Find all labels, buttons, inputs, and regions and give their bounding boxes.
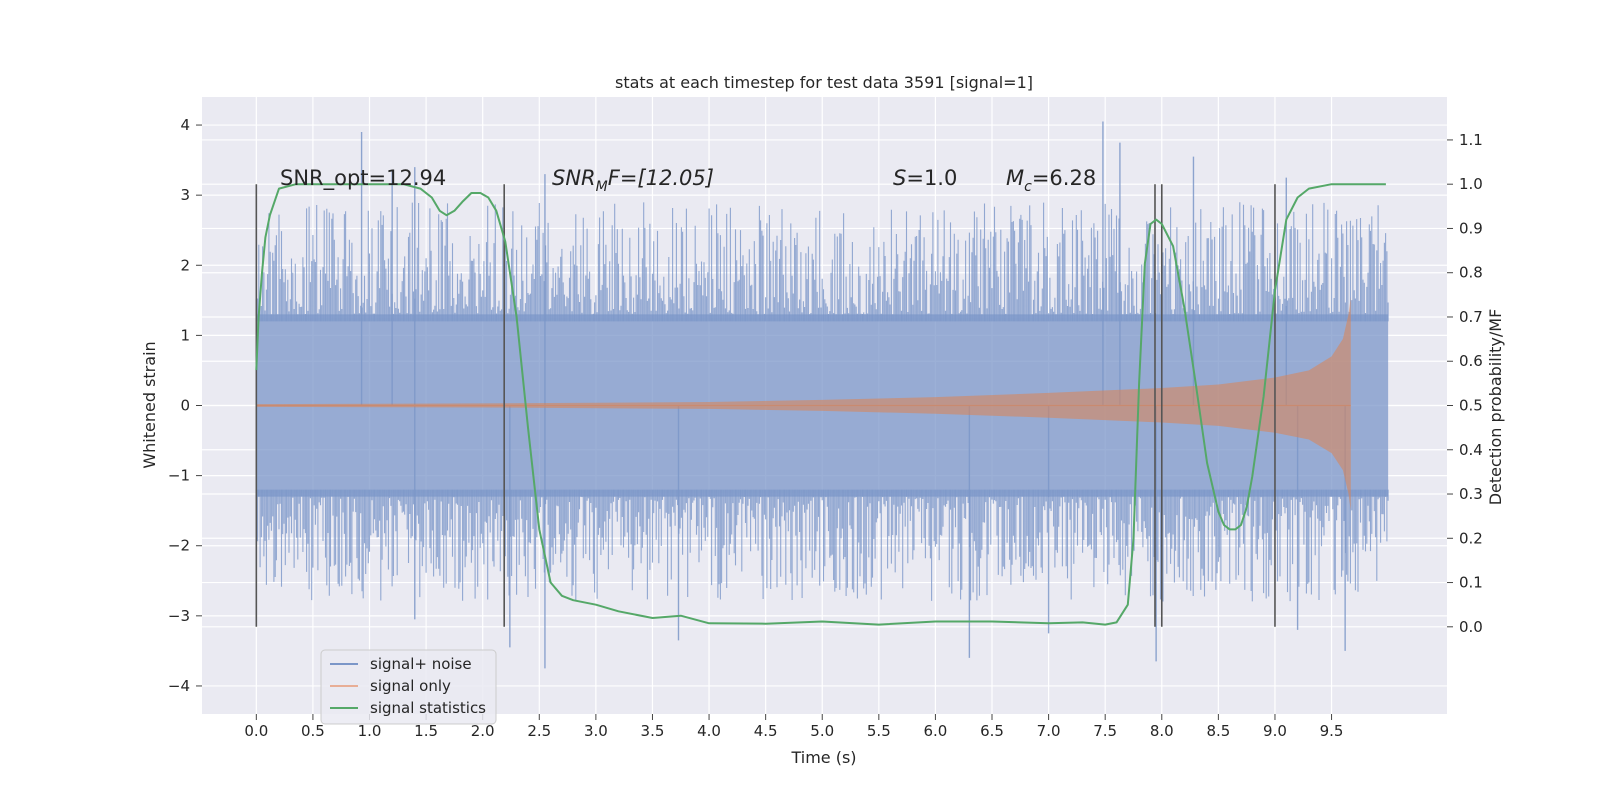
- x-axis-ticks: 0.0 0.5 1.0 1.5 2.0 2.5 3.0 3.5 4.0 4.5 5.0 5.5 6.0 6…: [244, 714, 1343, 740]
- y-right-tick-label: 0.7: [1459, 308, 1483, 326]
- y-left-tick-label: −3: [168, 607, 190, 625]
- annotation-snr-mf-rest: F=[12.05]: [608, 166, 714, 190]
- series-signal-only: [256, 296, 1351, 511]
- x-tick-label: 4.0: [697, 722, 721, 740]
- series-signal-statistics: [255, 183, 1386, 626]
- legend-label-signal-only: signal only: [370, 677, 451, 695]
- y-left-tick-label: 4: [180, 116, 190, 134]
- y-right-tick-label: 0.2: [1459, 529, 1483, 547]
- x-tick-label: 0.0: [244, 722, 268, 740]
- y-right-tick-label: 0.9: [1459, 219, 1483, 237]
- y-left-tick-label: 1: [180, 326, 190, 344]
- x-tick-label: 5.5: [867, 722, 891, 740]
- chart-title: stats at each timestep for test data 359…: [615, 73, 1033, 92]
- annotation-mc-val: =6.28: [1032, 166, 1096, 190]
- x-tick-label: 2.0: [471, 722, 495, 740]
- y-right-tick-label: 0.4: [1459, 441, 1483, 459]
- legend-box: [320, 649, 497, 725]
- annotation-snr-mf-sub: M: [596, 179, 608, 195]
- x-tick-label: 0.5: [301, 722, 325, 740]
- annotation-snr-mf-base: SNR: [552, 166, 596, 190]
- y-right-tick-label: 0.1: [1459, 574, 1483, 592]
- y-axis-right-label: Detection probability/MF: [1486, 309, 1505, 506]
- y-left-tick-label: 3: [180, 186, 190, 204]
- annotation-snr-opt: SNR_opt=12.94: [280, 166, 446, 191]
- signal-statistics-line: [255, 183, 1386, 626]
- y-right-tick-label: 0.3: [1459, 485, 1483, 503]
- x-tick-label: 6.5: [980, 722, 1004, 740]
- legend: signal+ noise signal only signal statist…: [320, 649, 497, 725]
- annotation-s-val: =1.0: [906, 166, 957, 190]
- x-tick-label: 8.0: [1150, 722, 1174, 740]
- annotation-mc-sub: c: [1024, 179, 1032, 195]
- y-right-tick-label: 1.1: [1459, 131, 1483, 149]
- signal-only-envelope: [256, 296, 1351, 511]
- annotation-s: S=1.0: [893, 166, 957, 190]
- y-right-tick-label: 0.8: [1459, 264, 1483, 282]
- annotation-snr-mf: SNRMF=[12.05]: [552, 166, 714, 195]
- y-axis-left-ticks: 4 3 2 1 0 −1 −2 −3 −4: [168, 116, 202, 695]
- y-left-tick-label: −2: [168, 537, 190, 555]
- y-right-tick-label: 0.0: [1459, 618, 1483, 636]
- annotation-mc: Mc=6.28: [1006, 166, 1096, 195]
- y-axis-right-ticks: 1.1 1.0 0.9 0.8 0.7 0.6 0.5 0.4 0.3 0.2 0.1 0.0: [1447, 131, 1483, 636]
- x-tick-label: 5.0: [810, 722, 834, 740]
- x-tick-label: 7.0: [1037, 722, 1061, 740]
- x-tick-label: 6.0: [923, 722, 947, 740]
- x-tick-label: 8.5: [1206, 722, 1230, 740]
- y-axis-left-label: Whitened strain: [140, 341, 159, 468]
- x-tick-label: 3.5: [641, 722, 665, 740]
- vertical-markers: [255, 184, 1276, 627]
- y-left-tick-label: −4: [168, 677, 190, 695]
- y-left-tick-label: −1: [168, 467, 190, 485]
- y-right-tick-label: 0.5: [1459, 397, 1483, 415]
- x-tick-label: 2.5: [527, 722, 551, 740]
- x-tick-label: 9.5: [1320, 722, 1344, 740]
- y-right-tick-label: 0.6: [1459, 352, 1483, 370]
- x-tick-label: 3.0: [584, 722, 608, 740]
- x-axis-label: Time (s): [790, 748, 856, 767]
- y-right-tick-label: 1.0: [1459, 175, 1483, 193]
- annotation-mc-var: M: [1006, 166, 1024, 190]
- legend-label-signal-plus-noise: signal+ noise: [370, 655, 472, 673]
- legend-label-signal-statistics: signal statistics: [370, 699, 486, 717]
- x-tick-label: 1.0: [358, 722, 382, 740]
- y-left-tick-label: 2: [180, 256, 190, 274]
- annotation-s-var: S: [893, 166, 906, 190]
- x-tick-label: 7.5: [1093, 722, 1117, 740]
- x-tick-label: 9.0: [1263, 722, 1287, 740]
- x-tick-label: 4.5: [754, 722, 778, 740]
- y-left-tick-label: 0: [180, 397, 190, 415]
- x-tick-label: 1.5: [414, 722, 438, 740]
